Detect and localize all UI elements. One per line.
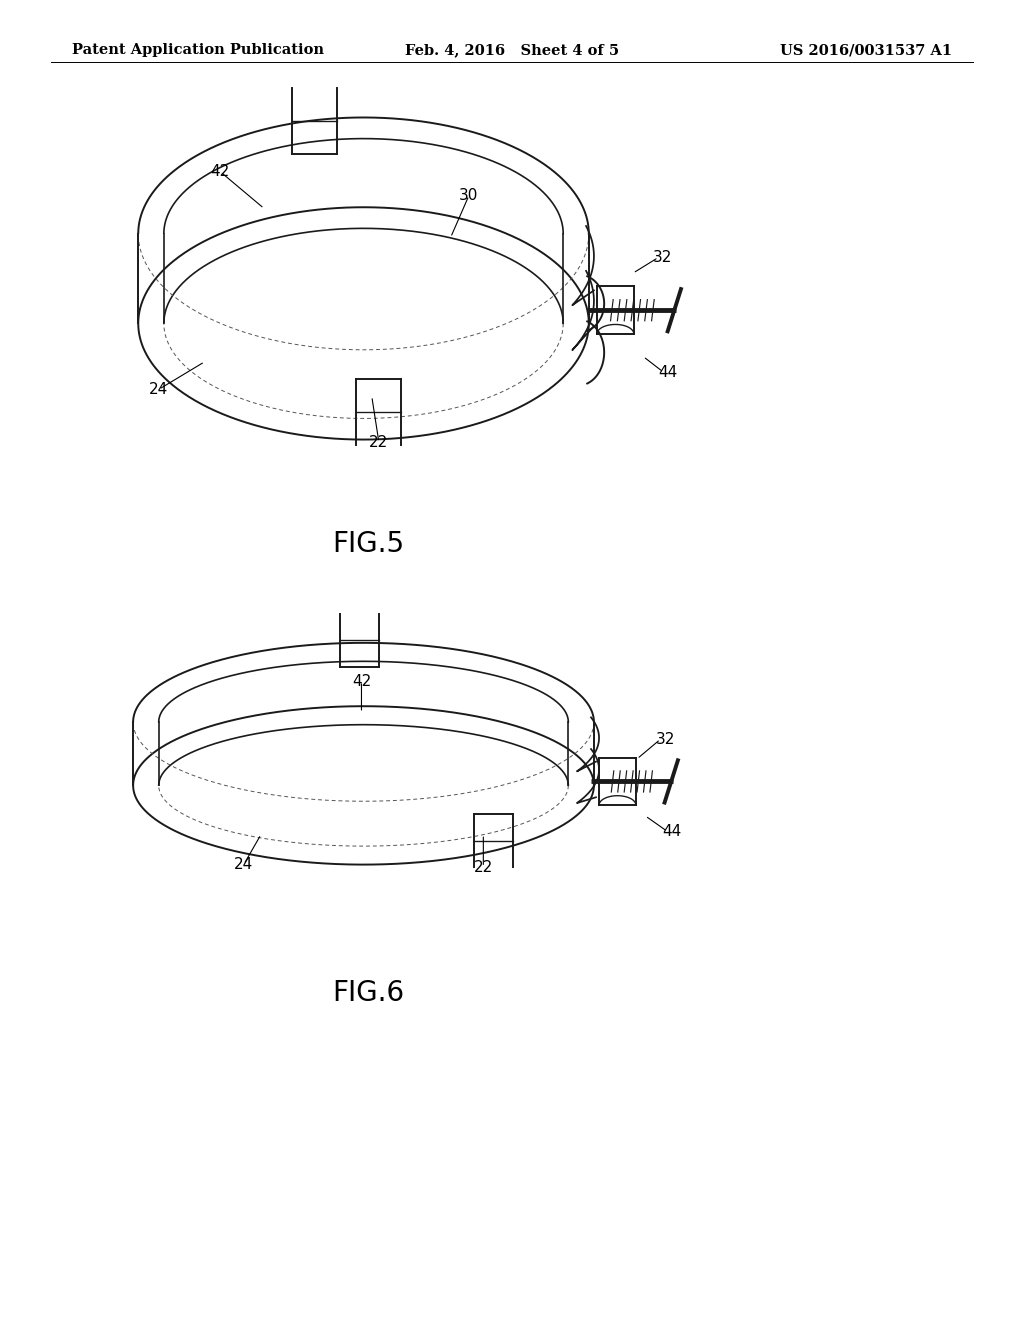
Text: FIG.5: FIG.5 — [333, 529, 404, 558]
Text: Patent Application Publication: Patent Application Publication — [72, 44, 324, 57]
Text: US 2016/0031537 A1: US 2016/0031537 A1 — [780, 44, 952, 57]
Text: 32: 32 — [653, 249, 673, 265]
Text: 24: 24 — [234, 857, 253, 873]
Text: 22: 22 — [370, 434, 388, 450]
Text: Feb. 4, 2016   Sheet 4 of 5: Feb. 4, 2016 Sheet 4 of 5 — [404, 44, 620, 57]
Text: 44: 44 — [663, 824, 682, 840]
Text: 32: 32 — [655, 731, 675, 747]
Text: 30: 30 — [460, 187, 478, 203]
Text: 24: 24 — [150, 381, 168, 397]
Text: 22: 22 — [474, 859, 493, 875]
Text: 42: 42 — [352, 673, 371, 689]
Text: FIG.6: FIG.6 — [333, 978, 404, 1007]
Text: 42: 42 — [211, 164, 229, 180]
Text: 44: 44 — [658, 364, 678, 380]
